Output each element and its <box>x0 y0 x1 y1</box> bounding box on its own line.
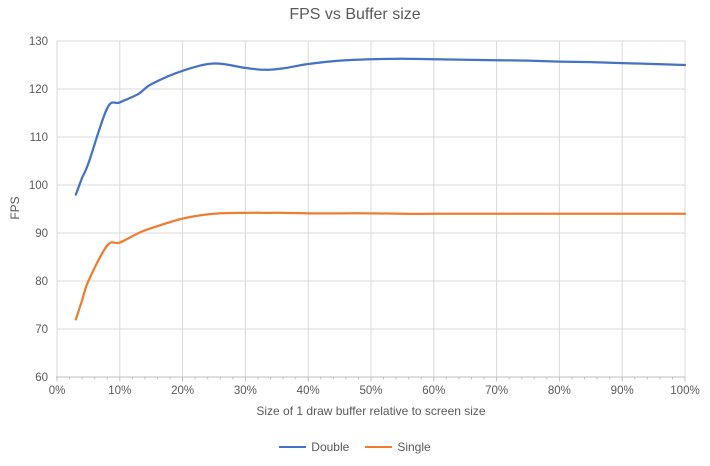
x-tick-label: 60% <box>422 385 445 397</box>
x-tick-label: 40% <box>297 385 320 397</box>
x-tick-label: 80% <box>548 385 571 397</box>
legend-line-sample-double <box>279 445 307 449</box>
y-tick-label: 110 <box>30 132 48 144</box>
x-axis-title: Size of 1 draw buffer relative to screen… <box>256 404 486 418</box>
legend-item-single[interactable]: Single <box>365 440 431 454</box>
x-tick-label: 10% <box>108 385 131 397</box>
legend-line-sample-single <box>365 445 393 449</box>
x-tick-label: 100% <box>670 385 699 397</box>
y-tick-label: 70 <box>35 324 48 336</box>
x-tick-label: 20% <box>171 385 194 397</box>
chart-title: FPS vs Buffer size <box>289 6 421 23</box>
series-line-single <box>74 211 687 321</box>
y-tick-label: 90 <box>35 228 48 240</box>
y-axis-title: FPS <box>8 196 22 220</box>
x-tick-label: 30% <box>234 385 257 397</box>
y-tick-label: 60 <box>35 372 48 384</box>
legend: Double Single <box>0 440 710 454</box>
y-tick-label: 100 <box>29 180 48 192</box>
x-tick-label: 90% <box>611 385 634 397</box>
y-tick-label: 120 <box>29 84 48 96</box>
x-tick-label: 50% <box>359 385 382 397</box>
legend-label-double: Double <box>311 440 350 454</box>
x-tick-label: 0% <box>49 385 66 397</box>
legend-label-single: Single <box>397 440 431 454</box>
legend-item-double[interactable]: Double <box>279 440 349 454</box>
y-tick-label: 130 <box>29 36 48 48</box>
y-tick-label: 80 <box>35 276 48 288</box>
series-line-double <box>74 57 687 196</box>
x-tick-label: 70% <box>485 385 508 397</box>
